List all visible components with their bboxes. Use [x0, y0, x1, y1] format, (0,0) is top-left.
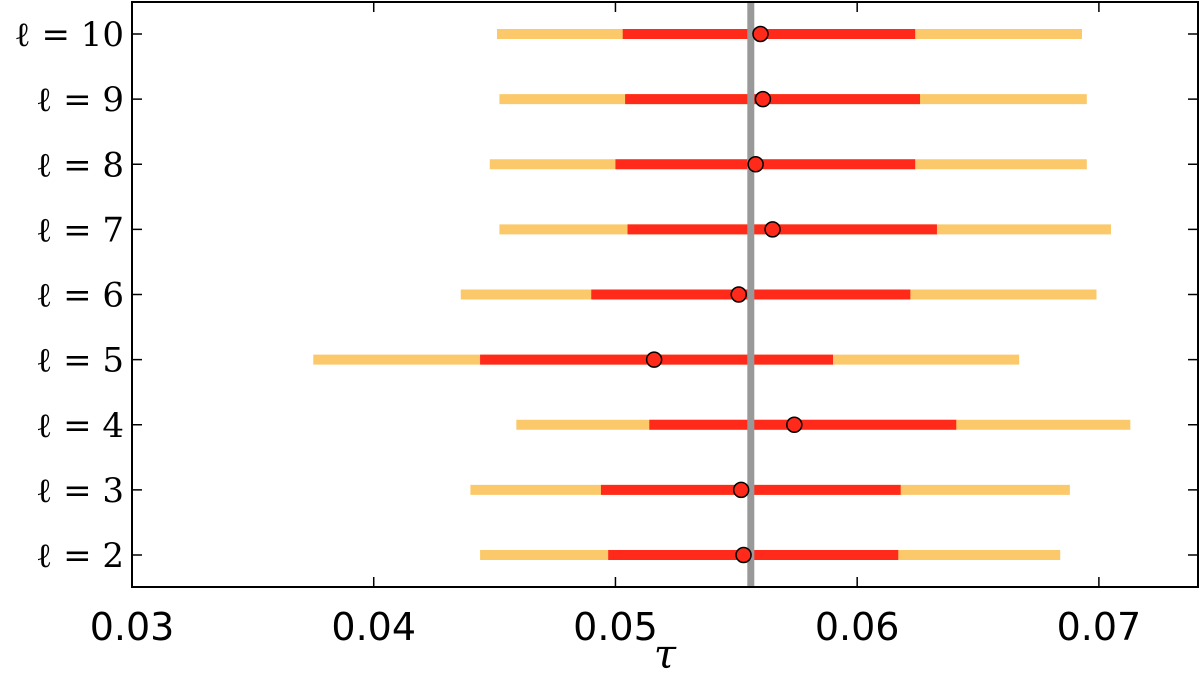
y-tick-label: ℓ = 7	[36, 210, 124, 250]
x-tick-label: 0.03	[90, 605, 175, 649]
x-tick-label: 0.06	[815, 605, 900, 649]
errorbar-rows	[313, 29, 1131, 560]
central-value-point	[764, 221, 781, 238]
y-tick-label: ℓ = 3	[36, 471, 124, 511]
central-value-point	[732, 481, 750, 499]
central-value-point	[730, 286, 747, 303]
y-tick-label: ℓ = 6	[36, 276, 124, 316]
central-value-point	[752, 25, 769, 43]
central-points	[645, 25, 803, 564]
y-tick-label: ℓ = 5	[36, 341, 124, 381]
x-tick-label: 0.07	[1057, 605, 1142, 649]
central-value-point	[735, 546, 752, 564]
central-value-point	[786, 416, 803, 433]
y-tick-label: ℓ = 4	[36, 406, 124, 446]
x-tick-label: 0.05	[573, 605, 658, 649]
y-tick-label: ℓ = 10	[14, 15, 124, 55]
y-tick-label: ℓ = 9	[36, 80, 124, 120]
axis-ticks	[131, 2, 1198, 587]
y-tick-label: ℓ = 8	[36, 145, 124, 185]
x-axis-title: τ	[654, 632, 677, 675]
x-tick-labels: 0.03 0.04 0.05 0.06 0.07	[90, 605, 1142, 649]
central-value-point	[747, 156, 764, 173]
y-tick-labels: ℓ = 10 ℓ = 9 ℓ = 8 ℓ = 7 ℓ = 6 ℓ = 5 ℓ = 4 ℓ = …	[14, 15, 124, 576]
central-value-point	[754, 90, 772, 108]
x-tick-label: 0.04	[331, 605, 416, 649]
y-tick-label: ℓ = 2	[36, 536, 124, 576]
central-value-point	[645, 351, 663, 368]
